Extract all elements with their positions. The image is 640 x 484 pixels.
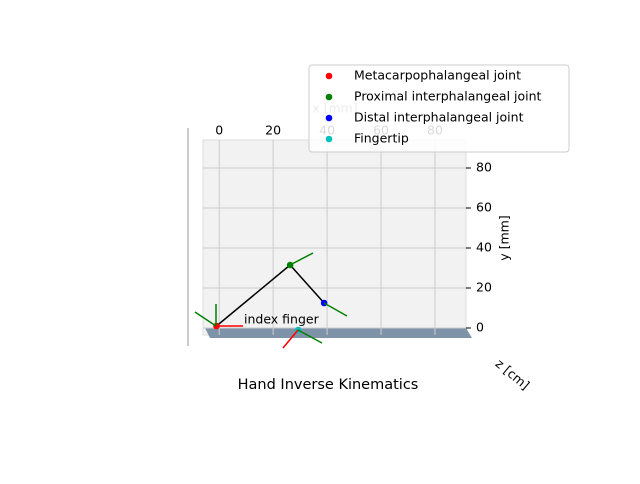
frame-axis: [282, 329, 299, 349]
x-tick-label: 0: [215, 123, 223, 138]
frame-axis: [297, 329, 323, 344]
legend-marker: [325, 93, 333, 101]
z-axis-label: z [cm]: [493, 356, 533, 393]
legend-label: Distal interphalangeal joint: [354, 110, 524, 125]
y-tick-label: 40: [476, 240, 492, 255]
legend-marker: [325, 135, 333, 143]
legend-label: Proximal interphalangeal joint: [354, 89, 542, 104]
pane: [202, 139, 467, 336]
floor: [205, 328, 472, 338]
frame-axis: [323, 302, 348, 317]
frame-axis: [194, 311, 217, 327]
frame-axis: [289, 252, 314, 266]
y-tick-label: 0: [476, 320, 484, 335]
legend-label: Metacarpophalangeal joint: [354, 68, 521, 83]
legend: Metacarpophalangeal joint Proximal interp…: [308, 64, 570, 153]
chart-title: Hand Inverse Kinematics: [238, 377, 419, 393]
y-tick-label: 80: [476, 160, 492, 175]
annotation: index finger: [244, 312, 320, 327]
y-tick-label: 20: [476, 280, 492, 295]
y-tick-label: 60: [476, 200, 492, 215]
x-tick-label: 20: [265, 123, 281, 138]
legend-box: [308, 64, 570, 153]
y-axis-label: y [mm]: [497, 215, 512, 260]
legend-marker: [325, 114, 333, 122]
legend-label: Fingertip: [354, 131, 409, 146]
bone: [216, 264, 291, 327]
bone: [289, 264, 325, 304]
legend-marker: [325, 72, 333, 80]
